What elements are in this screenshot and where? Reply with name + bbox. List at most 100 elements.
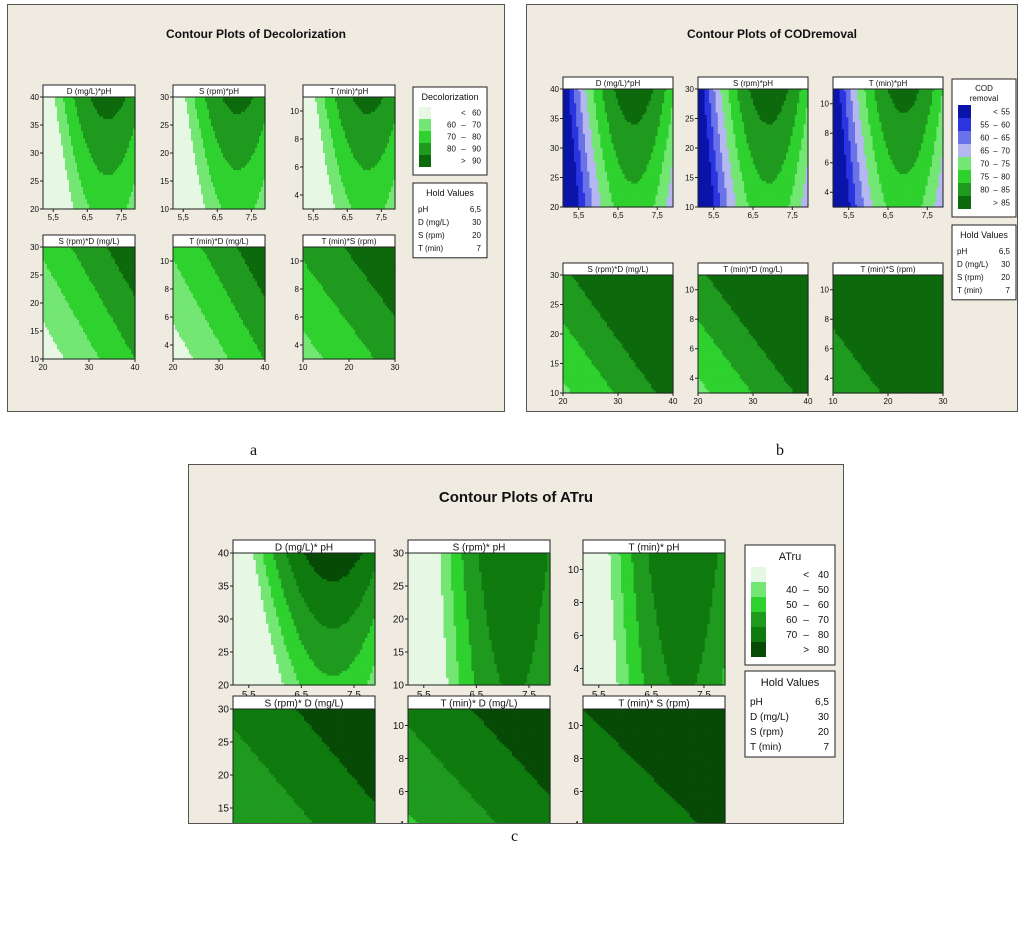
contour-cell	[305, 143, 308, 147]
contour-cell	[127, 191, 130, 195]
contour-cell	[175, 140, 178, 144]
contour-cell	[249, 143, 252, 147]
contour-cell	[251, 187, 254, 191]
contour-cell	[177, 167, 180, 171]
contour-cell	[215, 187, 218, 191]
contour-cell	[207, 140, 210, 144]
contour-cell	[75, 143, 78, 147]
contour-cell	[95, 133, 98, 137]
contour-cell	[121, 153, 124, 157]
contour-cell	[51, 172, 54, 176]
contour-cell	[73, 99, 76, 103]
contour-cell	[77, 104, 80, 108]
contour-cell	[77, 191, 80, 195]
contour-cell	[175, 101, 178, 105]
contour-cell	[97, 135, 100, 139]
contour-cell	[213, 131, 216, 135]
contour-cell	[243, 187, 246, 191]
contour-cell	[89, 104, 92, 108]
contour-cell	[249, 194, 252, 198]
contour-cell	[117, 140, 120, 144]
contour-cell	[333, 174, 336, 178]
contour-cell	[121, 150, 124, 154]
contour-cell	[177, 111, 180, 115]
contour-cell	[257, 196, 260, 200]
contour-cell	[117, 162, 120, 166]
contour-cell	[251, 138, 254, 142]
contour-cell	[241, 101, 244, 105]
contour-cell	[263, 201, 266, 205]
contour-cell	[177, 143, 180, 147]
contour-cell	[321, 206, 324, 210]
contour-cell	[229, 106, 232, 110]
contour-cell	[47, 191, 50, 195]
contour-cell	[49, 191, 52, 195]
contour-cell	[59, 194, 62, 198]
contour-cell	[127, 167, 130, 171]
contour-cell	[229, 145, 232, 149]
contour-cell	[57, 177, 60, 181]
contour-cell	[263, 155, 266, 159]
contour-cell	[303, 118, 306, 122]
contour-cell	[251, 177, 254, 181]
contour-cell	[243, 160, 246, 164]
contour-cell	[121, 167, 124, 171]
contour-cell	[231, 189, 234, 193]
contour-cell	[329, 206, 332, 210]
contour-cell	[129, 160, 132, 164]
contour-cell	[83, 162, 86, 166]
contour-cell	[209, 121, 212, 125]
contour-cell	[43, 153, 46, 157]
contour-cell	[111, 199, 114, 203]
contour-cell	[123, 145, 126, 149]
contour-cell	[107, 143, 110, 147]
contour-cell	[57, 106, 60, 110]
contour-cell	[207, 97, 210, 101]
contour-cell	[193, 145, 196, 149]
contour-cell	[93, 189, 96, 193]
contour-cell	[207, 165, 210, 169]
contour-cell	[97, 206, 100, 210]
contour-cell	[231, 184, 234, 188]
contour-cell	[257, 116, 260, 120]
contour-cell	[131, 184, 134, 188]
contour-cell	[111, 109, 114, 113]
contour-cell	[177, 177, 180, 181]
contour-cell	[119, 126, 122, 130]
contour-cell	[197, 162, 200, 166]
contour-cell	[303, 204, 306, 208]
contour-cell	[173, 101, 176, 105]
contour-cell	[251, 145, 254, 149]
contour-cell	[205, 182, 208, 186]
contour-cell	[251, 150, 254, 154]
contour-cell	[313, 111, 316, 115]
contour-cell	[305, 157, 308, 161]
contour-cell	[67, 126, 70, 130]
contour-cell	[49, 153, 52, 157]
contour-cell	[93, 191, 96, 195]
contour-cell	[71, 196, 74, 200]
contour-cell	[115, 109, 118, 113]
contour-cell	[87, 206, 90, 210]
contour-cell	[211, 196, 214, 200]
contour-cell	[55, 101, 58, 105]
contour-cell	[79, 191, 82, 195]
contour-cell	[319, 138, 322, 142]
contour-cell	[315, 116, 318, 120]
contour-cell	[91, 160, 94, 164]
contour-cell	[69, 172, 72, 176]
contour-cell	[311, 121, 314, 125]
contour-cell	[131, 133, 134, 137]
contour-cell	[109, 150, 112, 154]
contour-cell	[83, 121, 86, 125]
contour-cell	[57, 206, 60, 210]
contour-cell	[49, 157, 52, 161]
contour-cell	[53, 116, 56, 120]
contour-cell	[233, 160, 236, 164]
contour-cell	[217, 206, 220, 210]
contour-cell	[121, 148, 124, 152]
contour-cell	[123, 160, 126, 164]
contour-cell	[91, 201, 94, 205]
contour-cell	[95, 172, 98, 176]
contour-cell	[245, 191, 248, 195]
